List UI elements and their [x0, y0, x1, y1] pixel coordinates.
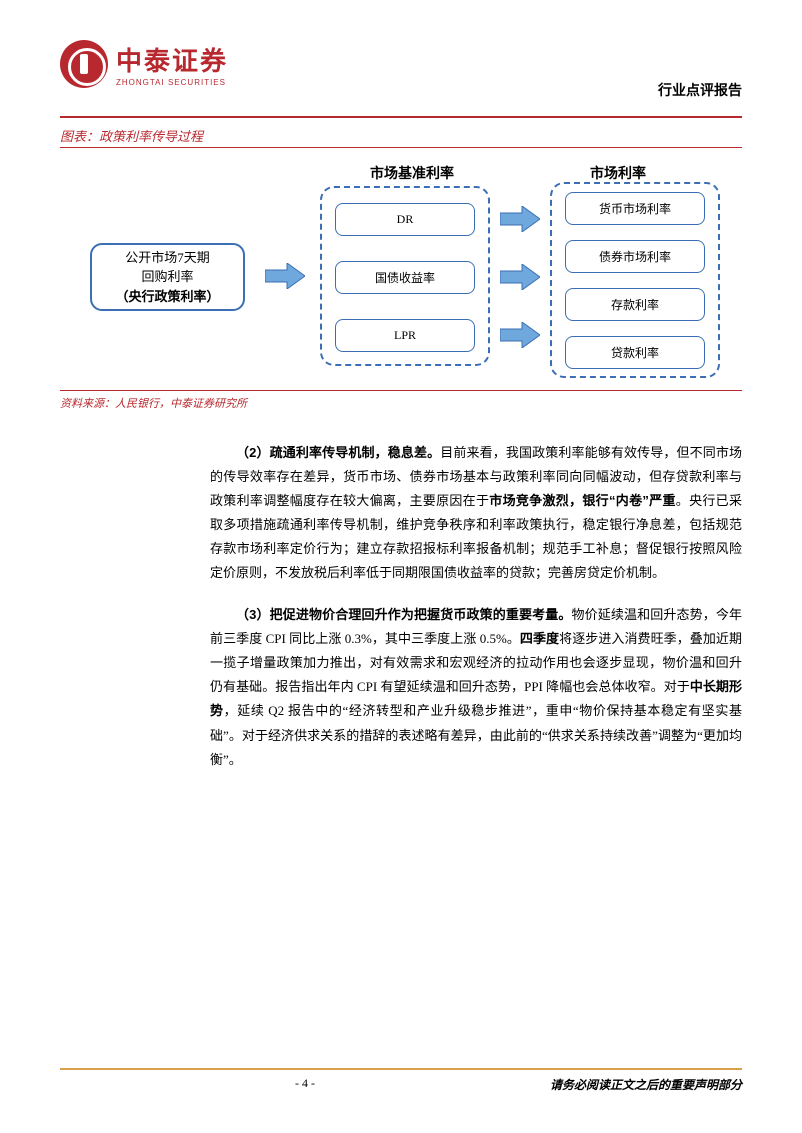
arrow-icon — [500, 206, 540, 232]
logo-text-cn: 中泰证券 — [116, 41, 228, 78]
p3-lead: （3）把促进物价合理回升作为把握货币政策的重要考量。 — [236, 607, 571, 622]
policy-rate-line1: 公开市场7天期 — [115, 248, 219, 268]
p3-bold1: 四季度 — [520, 631, 559, 646]
market-box-loan: 贷款利率 — [565, 336, 705, 369]
page-footer: - 4 - 请务必阅读正文之后的重要声明部分 — [60, 1068, 742, 1093]
p2-bold: 市场竞争激烈，银行“内卷”严重 — [489, 493, 675, 508]
arrow-icon — [500, 322, 540, 348]
rate-transmission-diagram: 市场基准利率 市场利率 公开市场7天期 回购利率 （央行政策利率） DR 国债收… — [60, 158, 742, 388]
header-rule — [60, 116, 742, 118]
col3-header: 市场利率 — [590, 163, 646, 183]
logo-icon — [60, 40, 108, 88]
arrow-icon — [265, 263, 305, 289]
chart-bottom-rule — [60, 390, 742, 391]
logo-text-en: ZHONGTAI SECURITIES — [116, 78, 228, 87]
policy-rate-box: 公开市场7天期 回购利率 （央行政策利率） — [90, 243, 245, 311]
footer-disclaimer: 请务必阅读正文之后的重要声明部分 — [550, 1076, 742, 1093]
body-text: （2）疏通利率传导机制，稳息差。目前来看，我国政策利率能够有效传导，但不同市场的… — [210, 441, 742, 772]
chart-title: 图表：政策利率传导过程 — [60, 126, 742, 145]
policy-rate-line2: 回购利率 — [115, 267, 219, 287]
logo: 中泰证券 ZHONGTAI SECURITIES — [60, 40, 742, 88]
page-header: 中泰证券 ZHONGTAI SECURITIES 行业点评报告 — [60, 40, 742, 110]
paragraph-2: （2）疏通利率传导机制，稳息差。目前来看，我国政策利率能够有效传导，但不同市场的… — [210, 441, 742, 585]
footer-rule — [60, 1068, 742, 1070]
arrow-icon — [500, 264, 540, 290]
p2-lead: （2）疏通利率传导机制，稳息差。 — [236, 445, 440, 460]
col2-header: 市场基准利率 — [370, 163, 454, 183]
market-box-deposit: 存款利率 — [565, 288, 705, 321]
market-box-bond: 债券市场利率 — [565, 240, 705, 273]
page-number: - 4 - — [60, 1076, 550, 1093]
paragraph-3: （3）把促进物价合理回升作为把握货币政策的重要考量。物价延续温和回升态势，今年前… — [210, 603, 742, 771]
document-type: 行业点评报告 — [658, 80, 742, 100]
chart-title-rule — [60, 147, 742, 148]
p3-c: ，延续 Q2 报告中的“经济转型和产业升级稳步推进”，重申“物价保持基本稳定有坚… — [210, 703, 742, 766]
benchmark-box-bond: 国债收益率 — [335, 261, 475, 294]
benchmark-box-lpr: LPR — [335, 319, 475, 352]
policy-rate-line3: （央行政策利率） — [115, 287, 219, 307]
chart-source: 资料来源：人民银行，中泰证券研究所 — [60, 395, 742, 411]
market-box-money: 货币市场利率 — [565, 192, 705, 225]
benchmark-box-dr: DR — [335, 203, 475, 236]
